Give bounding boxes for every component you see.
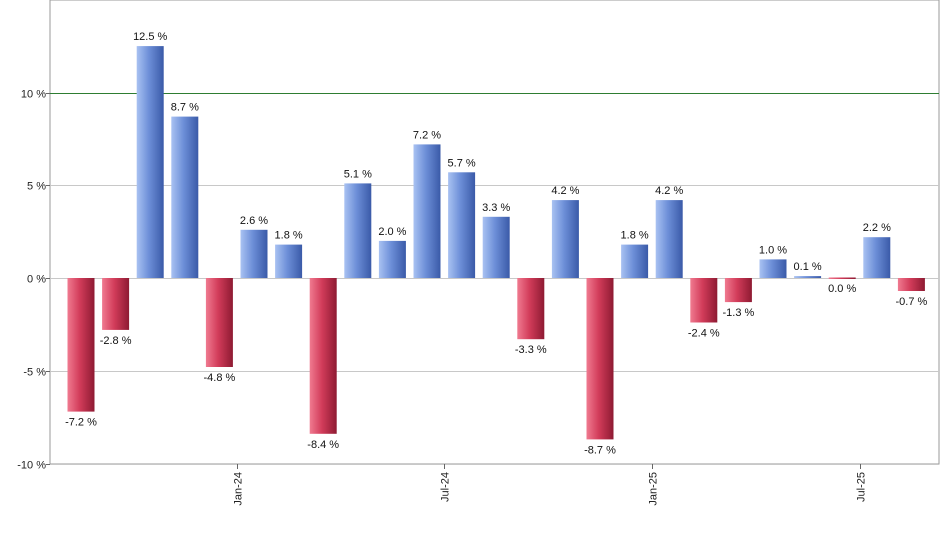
bar-positive [344, 183, 372, 278]
bar-positive [863, 237, 891, 278]
x-tick-label: Jan-25 [648, 472, 660, 506]
data-label: 2.0 % [378, 226, 406, 238]
bar-positive [378, 240, 406, 278]
data-label: 4.2 % [551, 185, 579, 197]
bar-negative [586, 278, 614, 440]
bar-positive [482, 216, 510, 278]
bar-positive [828, 277, 856, 279]
bar-positive [794, 276, 822, 278]
bar-positive [448, 172, 476, 278]
bar-positive [759, 259, 787, 278]
data-label: 3.3 % [482, 202, 510, 214]
data-label: 2.2 % [863, 222, 891, 234]
bar-negative [897, 278, 925, 291]
data-label: -2.8 % [100, 335, 132, 347]
data-label: -0.7 % [896, 296, 928, 308]
bar-positive [240, 229, 268, 278]
data-label: 0.0 % [828, 283, 856, 295]
data-label: 1.8 % [621, 230, 649, 242]
x-tick-label: Jul-24 [440, 472, 452, 502]
bar-negative [67, 278, 95, 412]
x-tick-label: Jul-25 [856, 472, 868, 502]
bar-positive [621, 244, 649, 278]
data-label: 0.1 % [794, 261, 822, 273]
data-label: 12.5 % [133, 31, 167, 43]
data-label: -8.4 % [307, 439, 339, 451]
bar-positive [136, 46, 164, 278]
data-label: -8.7 % [584, 444, 616, 456]
data-label: -1.3 % [723, 307, 755, 319]
data-label: 4.2 % [655, 185, 683, 197]
data-label: 5.7 % [448, 157, 476, 169]
data-label: 1.8 % [275, 230, 303, 242]
bar-positive [171, 116, 199, 278]
bar-positive [551, 200, 579, 278]
y-tick-label: -10 % [17, 460, 46, 472]
y-tick-label: 5 % [27, 181, 46, 193]
x-tick-label: Jan-24 [233, 472, 245, 506]
data-label: 2.6 % [240, 215, 268, 227]
bar-positive [275, 244, 303, 278]
bar-negative [309, 278, 337, 434]
data-label: -2.4 % [688, 328, 720, 340]
bar-negative [102, 278, 130, 330]
bar-positive [655, 200, 683, 278]
data-label: -7.2 % [65, 417, 97, 429]
y-tick-label: 10 % [21, 89, 46, 101]
bar-negative [517, 278, 545, 340]
data-label: -3.3 % [515, 344, 547, 356]
bar-negative [724, 278, 752, 303]
data-label: 7.2 % [413, 129, 441, 141]
y-tick-label: -5 % [23, 367, 46, 379]
bar-negative [205, 278, 233, 367]
bar-negative [690, 278, 718, 323]
y-tick-label: 0 % [27, 274, 46, 286]
data-label: 5.1 % [344, 168, 372, 180]
data-label: 8.7 % [171, 102, 199, 114]
data-label: -4.8 % [204, 372, 236, 384]
bar-positive [413, 144, 441, 278]
data-label: 1.0 % [759, 244, 787, 256]
